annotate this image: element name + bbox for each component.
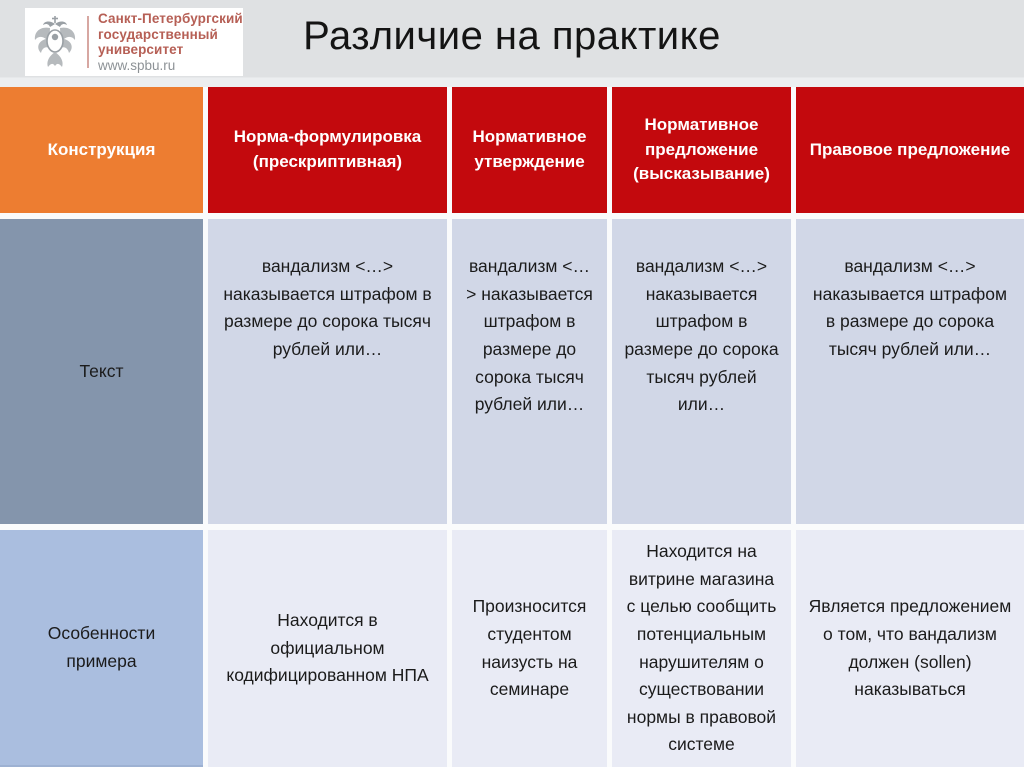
university-logo: Санкт-Петербургский государственный унив…: [25, 8, 243, 76]
logo-divider: [87, 16, 89, 68]
logo-line-1: Санкт-Петербургский: [98, 11, 243, 26]
table-cell-text-4: вандализм <…> наказывается штрафом в раз…: [796, 219, 1024, 524]
column-header-norm-formulation: Норма-формулировка (прескриптивная): [208, 87, 447, 213]
table-cell-features-3: Находится на витрине магазина с целью со…: [612, 530, 791, 767]
table-cell-features-2: Произносится студентом наизусть на семин…: [452, 530, 607, 767]
table-cell-text-3: вандализм <…> наказывается штрафом в раз…: [612, 219, 791, 524]
row-label-text: Текст: [0, 219, 203, 524]
page-title: Различие на практике: [303, 14, 721, 58]
column-header-construction: Конструкция: [0, 87, 203, 213]
logo-text: Санкт-Петербургский государственный унив…: [98, 11, 243, 73]
table-cell-text-1: вандализм <…> наказывается штрафом в раз…: [208, 219, 447, 524]
logo-line-2: государственный: [98, 26, 218, 42]
comparison-table: Конструкция Норма-формулировка (прескрип…: [0, 87, 1024, 767]
column-header-normative-proposition: Нормативное предложение (высказывание): [612, 87, 791, 213]
column-header-normative-statement: Нормативное утверждение: [452, 87, 607, 213]
logo-url: www.spbu.ru: [98, 57, 176, 73]
logo-line-3: университет: [98, 42, 184, 57]
table-cell-features-4: Является предложением о том, что вандали…: [796, 530, 1024, 767]
row-label-example-features: Особенности примера: [0, 530, 203, 767]
table-cell-text-2: вандализм <…> наказывается штрафом в раз…: [452, 219, 607, 524]
slide-header-banner: Санкт-Петербургский государственный унив…: [0, 0, 1024, 87]
column-header-legal-proposition: Правовое предложение: [796, 87, 1024, 213]
table-cell-features-1: Находится в официальном кодифицированном…: [208, 530, 447, 767]
spbu-eagle-emblem-icon: [34, 16, 76, 67]
